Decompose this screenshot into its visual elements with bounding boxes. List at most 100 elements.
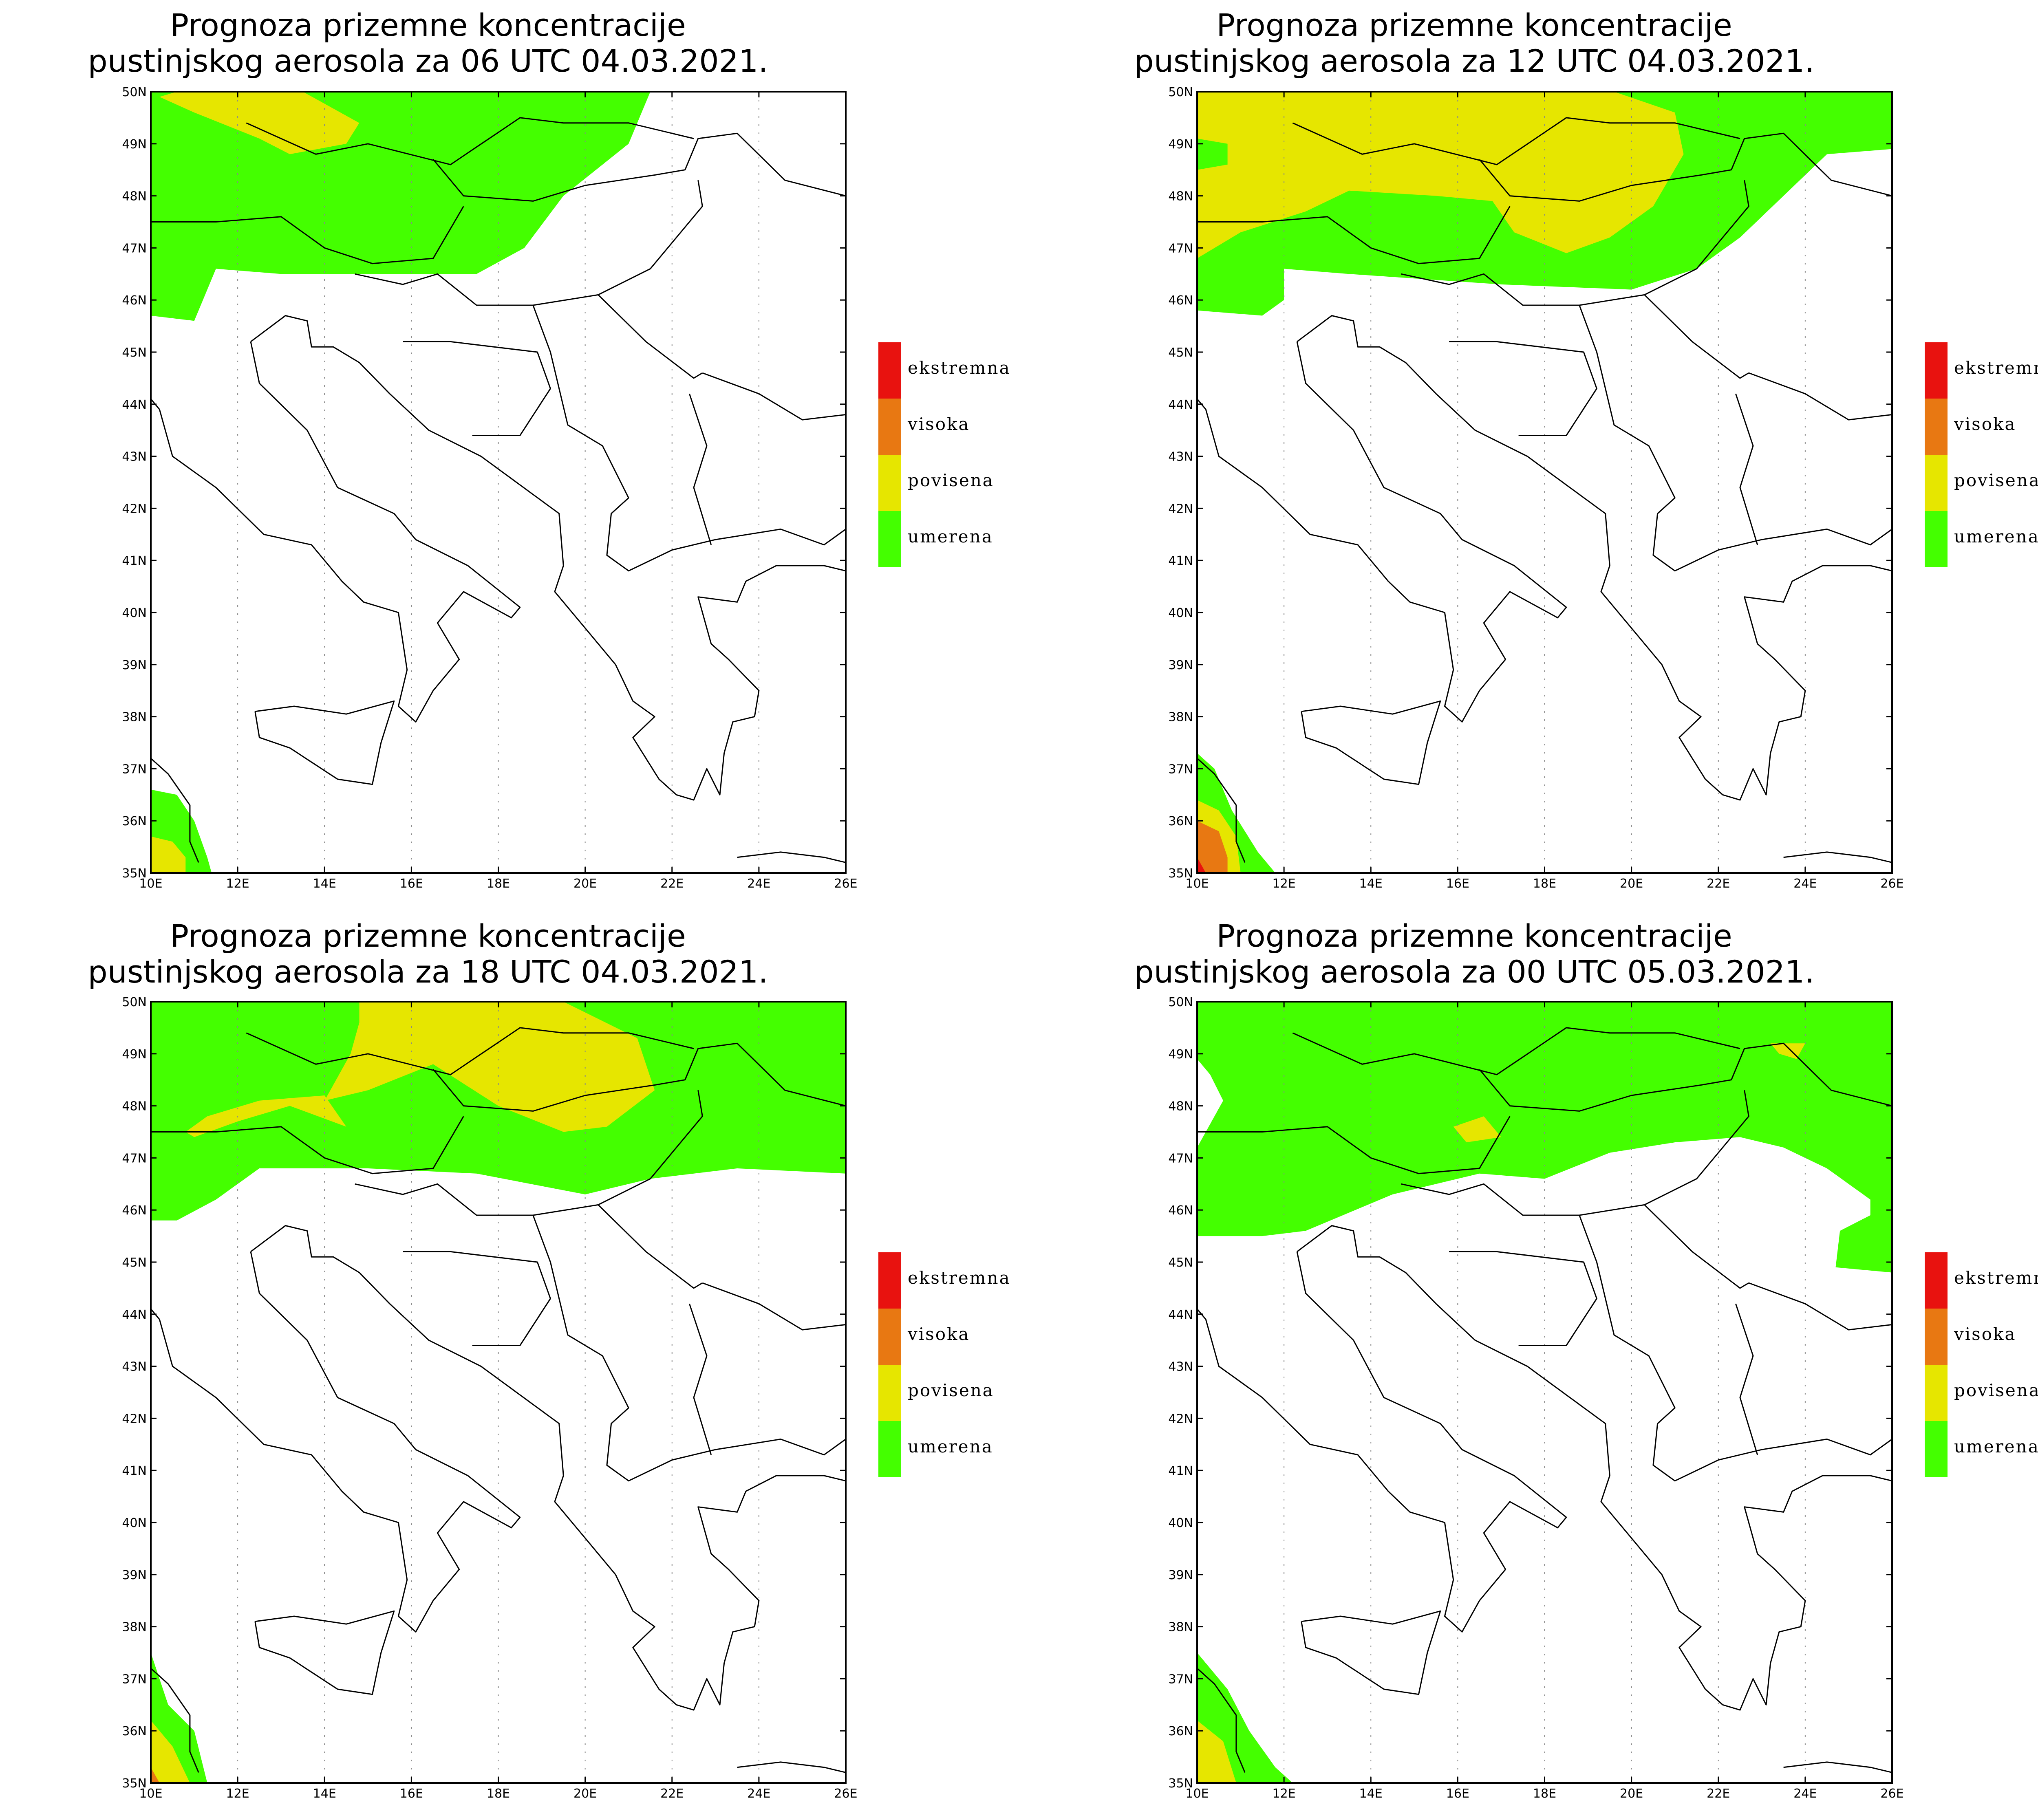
lon-tick-label: 16E <box>400 877 423 891</box>
coast-border-line <box>702 372 846 421</box>
lon-tick-label: 18E <box>487 1787 510 1801</box>
legend-swatch-ekstremna <box>1925 1252 1948 1309</box>
legend-swatch-povisena <box>1925 1365 1948 1421</box>
lon-tick-label: 24E <box>1793 877 1817 891</box>
dust-visoka-area <box>1197 821 1228 873</box>
lon-tick-label: 20E <box>1620 1787 1643 1801</box>
dust-povisena-area <box>151 1720 190 1783</box>
lat-tick-label: 43N <box>122 450 147 464</box>
lon-tick-label: 24E <box>747 877 770 891</box>
legend-swatch-umerena <box>1925 1421 1948 1477</box>
coast-border-line <box>1579 1204 1749 1289</box>
coast-border-line <box>150 1252 521 1633</box>
legend-swatch-ekstremna <box>878 342 901 399</box>
lat-tick-label: 38N <box>122 1620 147 1635</box>
dust-povisena-area <box>185 1095 346 1137</box>
coast-border-line <box>254 1610 395 1695</box>
coast-border-line <box>355 273 846 572</box>
coast-border-line <box>1297 315 1892 801</box>
coast-border-line <box>1449 1251 1597 1346</box>
lon-tick-label: 26E <box>834 1787 857 1801</box>
coast-border-line <box>250 315 846 801</box>
legend-label-visoka: visoka <box>908 414 970 434</box>
lat-tick-label: 35N <box>122 866 147 881</box>
coast-border-line <box>737 1761 846 1773</box>
forecast-map: 50N 49N 48N 47N 46N 45N 44N 43N 42N 41N 40N 39N 38N 3… <box>1168 995 1903 1801</box>
coast-border-line <box>1292 117 1740 165</box>
legend-swatch-povisena <box>878 1365 901 1421</box>
coast-border-line <box>150 342 521 723</box>
title-line2: pustinjskog aerosola za 18 UTC 04.03.202… <box>88 954 768 990</box>
lat-tick-label: 35N <box>1168 866 1193 881</box>
title-line1: Prognoza prizemne koncentracije <box>170 7 686 43</box>
coast-border-line <box>1196 1668 1246 1773</box>
lat-tick-label: 38N <box>1168 1620 1193 1635</box>
lat-tick-label: 46N <box>122 293 147 308</box>
lon-tick-label: 16E <box>1446 877 1469 891</box>
legend-swatch-umerena <box>878 511 901 567</box>
lon-tick-label: 16E <box>400 1787 423 1801</box>
coast-border-line <box>1579 294 1749 379</box>
lon-tick-label: 10E <box>1185 877 1209 891</box>
lat-tick-label: 47N <box>1168 1151 1193 1166</box>
coast-border-line <box>1479 1042 1892 1112</box>
lon-tick-label: 14E <box>1359 877 1383 891</box>
lat-tick-label: 40N <box>122 606 147 620</box>
lon-tick-label: 18E <box>1533 1787 1556 1801</box>
coast-border-line <box>1197 1116 1511 1174</box>
legend-label-ekstremna: ekstremna <box>908 1268 1011 1288</box>
lon-tick-label: 18E <box>1533 877 1556 891</box>
lat-tick-label: 44N <box>1168 398 1193 412</box>
lat-tick-label: 45N <box>122 1256 147 1270</box>
lat-tick-label: 39N <box>122 1568 147 1582</box>
coast-border-line <box>598 1090 703 1205</box>
coast-border-line <box>1783 851 1892 863</box>
coast-border-line <box>533 1204 703 1289</box>
title-line2: pustinjskog aerosola za 06 UTC 04.03.202… <box>88 43 768 79</box>
coast-border-line <box>432 1042 846 1112</box>
coast-border-line <box>688 393 712 545</box>
legend-label-umerena: umerena <box>908 527 993 546</box>
coast-border-line <box>598 180 703 295</box>
coast-border-line <box>150 758 199 863</box>
coast-border-line <box>150 1668 199 1773</box>
lat-tick-label: 44N <box>1168 1308 1193 1322</box>
lon-tick-label: 20E <box>573 877 597 891</box>
coast-border-line <box>1644 1090 1749 1205</box>
lon-tick-label: 26E <box>1880 877 1903 891</box>
legend-swatch-ekstremna <box>1925 342 1948 399</box>
coast-border-line <box>151 206 464 264</box>
lat-tick-label: 43N <box>122 1360 147 1374</box>
title-line1: Prognoza prizemne koncentracije <box>1216 7 1732 43</box>
coast-border-line <box>702 1282 846 1331</box>
coast-border-line <box>1735 393 1758 545</box>
lat-tick-label: 36N <box>122 814 147 828</box>
lon-tick-label: 24E <box>747 1787 770 1801</box>
dust-povisena-area <box>1770 1043 1805 1059</box>
lat-tick-label: 35N <box>1168 1776 1193 1791</box>
legend-label-ekstremna: ekstremna <box>1954 358 2038 378</box>
dust-povisena-area <box>151 836 186 873</box>
lat-tick-label: 37N <box>1168 762 1193 776</box>
lon-tick-label: 14E <box>313 1787 336 1801</box>
legend-label-visoka: visoka <box>1954 1324 2016 1344</box>
legend-swatch-visoka <box>878 399 901 455</box>
coast-border-line <box>688 1303 712 1455</box>
coast-border-line <box>1196 342 1567 723</box>
lon-tick-label: 14E <box>313 877 336 891</box>
coast-border-line <box>1301 1610 1441 1695</box>
lon-tick-label: 18E <box>487 877 510 891</box>
coast-border-line <box>355 1183 846 1482</box>
legend-label-umerena: umerena <box>908 1437 993 1456</box>
lat-tick-label: 36N <box>1168 814 1193 828</box>
legend-label-umerena: umerena <box>1954 1437 2038 1456</box>
lat-tick-label: 49N <box>122 137 147 152</box>
lat-tick-label: 36N <box>122 1724 147 1738</box>
lon-tick-label: 22E <box>1707 1787 1730 1801</box>
lat-tick-label: 45N <box>1168 1256 1193 1270</box>
legend-label-povisena: povisena <box>1954 1380 2038 1400</box>
title-line2: pustinjskog aerosola za 12 UTC 04.03.202… <box>1134 43 1815 79</box>
lat-tick-label: 50N <box>122 85 147 99</box>
lon-tick-label: 12E <box>1273 1787 1296 1801</box>
coast-border-line <box>1783 1761 1892 1773</box>
